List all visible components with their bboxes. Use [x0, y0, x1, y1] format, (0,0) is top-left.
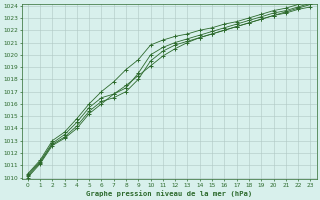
- X-axis label: Graphe pression niveau de la mer (hPa): Graphe pression niveau de la mer (hPa): [86, 190, 252, 197]
